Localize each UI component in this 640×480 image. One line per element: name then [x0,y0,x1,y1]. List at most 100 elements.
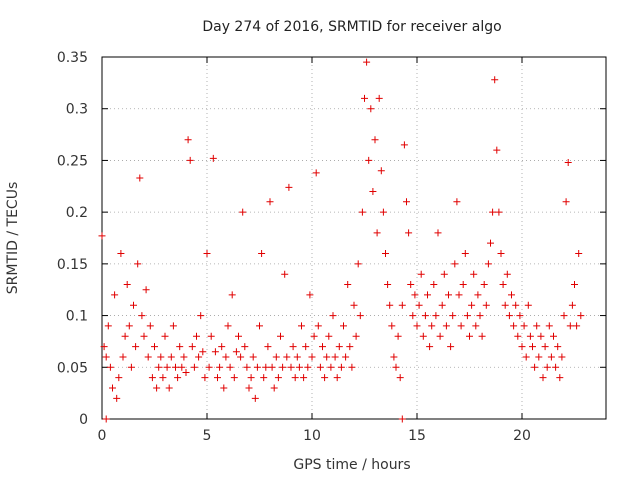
data-point [272,353,280,361]
data-point [312,169,320,177]
data-point [316,363,324,371]
y-tick-label: 0.15 [57,257,88,273]
data-point [222,353,230,361]
data-point [310,332,318,340]
data-point [367,105,375,113]
data-point [266,198,274,206]
data-point [466,332,473,340]
data-point [201,374,209,382]
data-point [169,322,177,330]
data-point [361,94,368,102]
data-point [363,58,371,66]
data-point [274,374,282,382]
data-point [505,312,513,320]
data-point [438,301,446,309]
data-point [199,348,207,356]
data-point [447,343,455,351]
data-point [348,363,356,371]
data-point [354,260,362,268]
data-point [558,353,566,361]
data-point [453,198,461,206]
data-point [333,374,341,382]
data-point [575,250,583,258]
data-point [531,363,539,371]
data-point [182,368,190,376]
data-point [260,374,268,382]
data-point [178,363,186,371]
data-point [550,332,557,340]
data-point [151,343,158,351]
data-point [172,363,179,371]
data-point [230,374,238,382]
data-point [442,322,450,330]
data-point [562,198,570,206]
data-point [125,322,133,330]
data-point [497,250,505,258]
y-tick-label: 0.3 [66,102,88,118]
data-point [159,374,167,382]
data-point [491,76,499,84]
data-point [132,343,140,351]
data-point [400,141,408,149]
data-point [409,312,417,320]
data-point [176,343,184,351]
data-point [508,291,515,299]
data-point [188,343,196,351]
data-point [499,281,507,289]
data-point [556,374,564,382]
data-point [241,343,249,351]
y-tick-label: 0.1 [66,309,88,325]
data-point [421,312,429,320]
data-point [335,343,343,351]
data-point [396,374,404,382]
data-point [249,353,257,361]
data-point [379,208,387,216]
data-point [398,415,406,423]
data-point [285,183,293,191]
data-point [146,322,154,330]
data-point [463,312,471,320]
data-point [514,332,522,340]
data-point [190,363,198,371]
data-point [520,322,528,330]
y-axis-label: SRMTID / TECUs [5,182,21,295]
data-point [321,374,329,382]
data-point [239,208,247,216]
data-point [207,332,215,340]
data-point [329,312,337,320]
data-point [568,301,576,309]
data-point [186,156,194,164]
data-point [161,332,169,340]
data-point [279,363,287,371]
data-point [142,286,150,294]
data-point [256,322,263,330]
data-point [352,332,360,340]
data-point [167,353,175,361]
y-tick-label: 0.25 [57,153,88,169]
data-point [228,291,236,299]
data-point [573,322,581,330]
data-point [123,281,131,289]
data-point [111,291,119,299]
data-point [337,363,345,371]
data-point [155,363,163,371]
y-tick-label: 0.35 [57,50,88,66]
x-tick-label: 15 [408,428,426,444]
data-point [157,353,165,361]
data-point [153,384,161,392]
data-point [119,353,127,361]
data-point [470,270,478,278]
data-point [327,363,335,371]
data-point [140,332,148,340]
data-point [113,394,121,402]
data-point [264,343,272,351]
data-point [214,374,221,382]
data-point [165,384,173,392]
data-marks [98,58,585,423]
data-point [302,343,310,351]
data-point [373,229,381,237]
data-point [403,198,410,206]
data-point [445,291,452,299]
data-point [289,343,297,351]
data-point [537,332,545,340]
